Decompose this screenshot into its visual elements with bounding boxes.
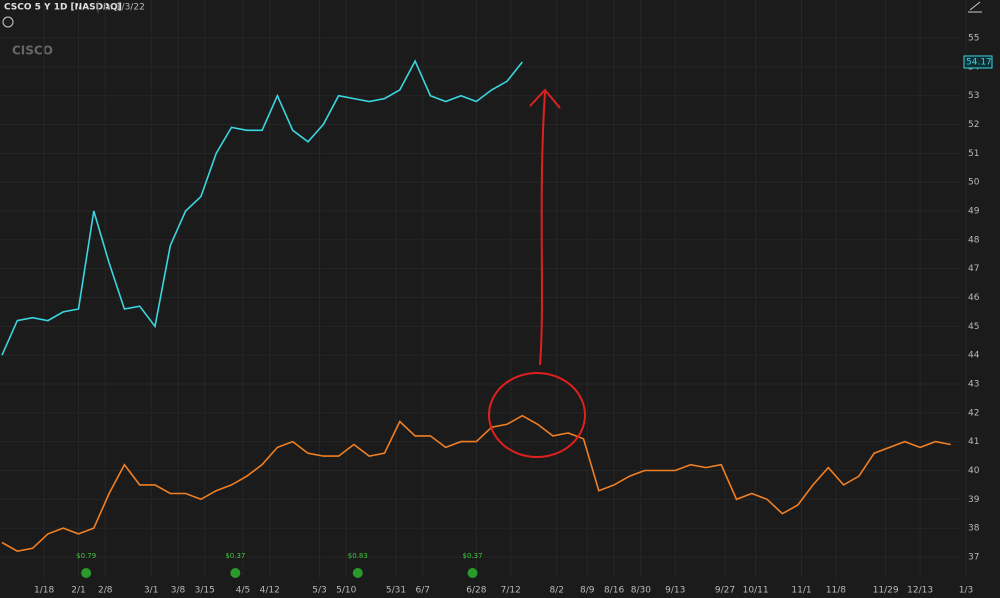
x-tick-label: 3/8 bbox=[171, 586, 186, 596]
y-tick-label: 42 bbox=[968, 408, 979, 418]
drawing-tool[interactable] bbox=[968, 1, 982, 13]
x-tick-label: 12/13 bbox=[907, 586, 933, 596]
x-tick-label: 10/11 bbox=[743, 586, 769, 596]
annotation-arrow bbox=[529, 88, 561, 366]
x-tick-label: 3/1 bbox=[144, 586, 158, 596]
x-tick-label: 9/27 bbox=[715, 586, 735, 596]
x-tick-label: 7/12 bbox=[501, 586, 521, 596]
x-tick-label: 4/12 bbox=[260, 586, 280, 596]
y-tick-label: 52 bbox=[968, 120, 979, 130]
y-tick-label: 37 bbox=[968, 552, 979, 562]
x-tick-label: 11/1 bbox=[791, 586, 811, 596]
x-tick-label: 9/13 bbox=[665, 586, 685, 596]
y-tick-label: 46 bbox=[968, 293, 980, 303]
dividend-label: $0.83 bbox=[348, 552, 368, 560]
dividend-label: $0.37 bbox=[463, 552, 483, 560]
dividend-icon bbox=[352, 568, 363, 578]
annotation-circle bbox=[488, 372, 586, 458]
dividend-icon bbox=[81, 568, 92, 578]
x-tick-label: 8/16 bbox=[604, 586, 624, 596]
x-tick-label: 11/29 bbox=[873, 586, 899, 596]
x-tick-label: 1/3 bbox=[959, 586, 973, 596]
x-tick-label: 5/10 bbox=[336, 586, 356, 596]
x-tick-label: 2/1 bbox=[71, 586, 85, 596]
x-tick-label: 2/8 bbox=[98, 586, 113, 596]
x-tick-label: 8/9 bbox=[580, 586, 595, 596]
last-value-badge bbox=[963, 55, 993, 69]
x-tick-label: 5/3 bbox=[312, 586, 326, 596]
y-tick-label: 55 bbox=[968, 34, 979, 44]
y-tick-label: 41 bbox=[968, 437, 979, 447]
y-tick-label: 40 bbox=[968, 466, 980, 476]
dividend-label: $0.79 bbox=[76, 552, 96, 560]
y-tick-label: 39 bbox=[968, 495, 980, 505]
x-tick-label: 5/31 bbox=[386, 586, 406, 596]
price-line bbox=[1, 414, 951, 553]
x-tick-label: 3/15 bbox=[195, 586, 215, 596]
x-tick-label: 4/5 bbox=[236, 586, 250, 596]
x-tick-label: 6/7 bbox=[416, 586, 430, 596]
y-tick-label: 38 bbox=[968, 524, 980, 534]
info-icon[interactable] bbox=[2, 16, 14, 28]
y-tick-label: 51 bbox=[968, 149, 979, 159]
x-tick-label: 8/2 bbox=[549, 586, 563, 596]
x-tick-label: 1/18 bbox=[34, 586, 54, 596]
y-tick-label: 50 bbox=[968, 178, 980, 188]
chart-title: CSCO 5 Y 1D [NASDAQ] bbox=[4, 3, 122, 13]
y-tick-label: 44 bbox=[968, 351, 980, 361]
y-tick-label: 45 bbox=[968, 322, 979, 332]
price-line bbox=[1, 59, 523, 356]
y-tick-label: 48 bbox=[968, 235, 980, 245]
dividend-icon bbox=[467, 568, 478, 578]
chart-subtitle: D: 1/3/22 bbox=[103, 3, 145, 13]
y-tick-label: 53 bbox=[968, 91, 979, 101]
x-tick-label: 6/28 bbox=[466, 586, 486, 596]
logo: CISCO bbox=[12, 44, 53, 58]
x-tick-label: 8/30 bbox=[631, 586, 651, 596]
last-value-label: 54.17 bbox=[966, 57, 992, 67]
dividend-label: $0.37 bbox=[225, 552, 245, 560]
y-tick-label: 43 bbox=[968, 379, 979, 389]
x-tick-label: 11/8 bbox=[826, 586, 846, 596]
y-tick-label: 49 bbox=[968, 207, 980, 217]
dividend-icon bbox=[230, 568, 241, 578]
y-tick-label: 47 bbox=[968, 264, 979, 274]
